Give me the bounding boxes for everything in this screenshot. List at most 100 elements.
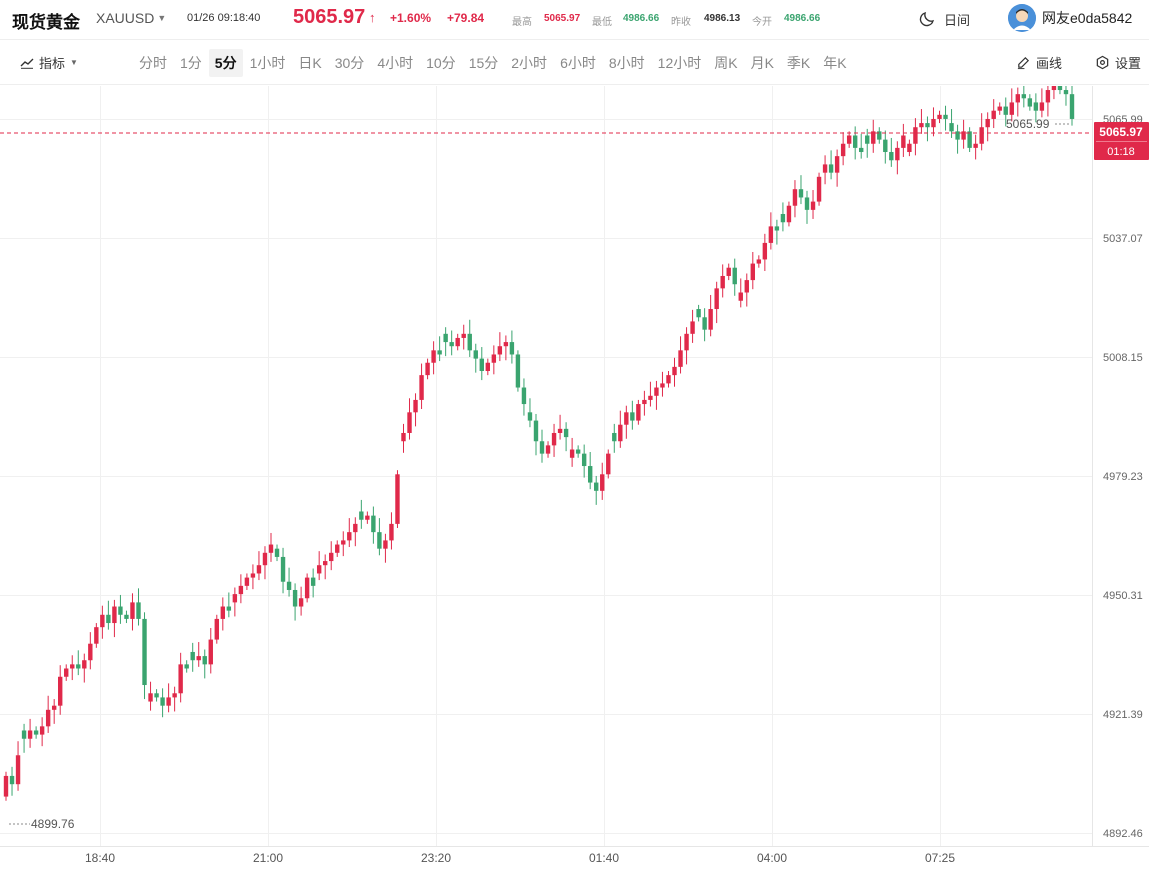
period-tab[interactable]: 6小时 bbox=[560, 55, 596, 71]
candle-body bbox=[1027, 98, 1033, 107]
candle-body bbox=[431, 350, 436, 363]
candle-body bbox=[907, 143, 912, 153]
pen-icon bbox=[1017, 56, 1030, 70]
candle-body bbox=[491, 354, 497, 363]
candle-body bbox=[539, 441, 545, 454]
stat-label-high: 最高 bbox=[512, 17, 532, 28]
candle-body bbox=[636, 404, 641, 421]
candle-body bbox=[310, 577, 316, 586]
high-marker-label: 5065.99 bbox=[1006, 117, 1050, 131]
theme-label: 日间 bbox=[944, 12, 971, 28]
stat-value-high: 5065.97 bbox=[544, 13, 581, 24]
candle-body bbox=[949, 123, 954, 132]
candle-body bbox=[792, 189, 798, 206]
candle-body bbox=[816, 176, 822, 202]
candlestick-chart[interactable]: 5065.99 5037.07 5008.15 4979.23 4950.31 4921.… bbox=[0, 86, 1149, 870]
candle-body bbox=[871, 131, 876, 144]
symbol-selector[interactable]: XAUUSD ▼ bbox=[96, 10, 166, 26]
x-axis-tick-label: 01:40 bbox=[589, 851, 619, 865]
quote-datetime: 01/26 09:18:40 bbox=[187, 12, 261, 24]
candle-body bbox=[503, 342, 509, 347]
candle-body bbox=[329, 552, 334, 562]
candle-body bbox=[973, 143, 978, 148]
candle-body bbox=[166, 697, 171, 706]
candle-body bbox=[124, 614, 129, 619]
candle-body bbox=[985, 118, 990, 128]
candle-body bbox=[232, 594, 238, 603]
candle-body bbox=[979, 127, 984, 144]
candle-body bbox=[587, 466, 593, 483]
symbol-label: XAUUSD bbox=[96, 10, 155, 26]
candle-body bbox=[262, 552, 268, 566]
candle-body bbox=[226, 606, 232, 611]
stat-value-low: 4986.66 bbox=[623, 13, 660, 24]
candle-body bbox=[889, 152, 894, 161]
period-tab[interactable]: 30分 bbox=[334, 55, 365, 71]
y-axis-tick-label: 4950.31 bbox=[1103, 590, 1143, 602]
period-tab[interactable]: 15分 bbox=[468, 55, 499, 71]
candle-body bbox=[485, 362, 491, 372]
period-tab[interactable]: 1分 bbox=[180, 55, 202, 71]
period-tab[interactable]: 2小时 bbox=[511, 55, 548, 71]
candle-body bbox=[967, 131, 972, 148]
candle-body bbox=[377, 532, 382, 549]
period-tab[interactable]: 12小时 bbox=[657, 55, 702, 71]
period-tab[interactable]: 10分 bbox=[426, 55, 456, 71]
candle-body bbox=[672, 366, 677, 376]
candle-body bbox=[931, 118, 936, 128]
candle-body bbox=[551, 432, 557, 446]
candle-body bbox=[696, 309, 701, 318]
candle-body bbox=[461, 333, 466, 338]
change-percent: +1.60% bbox=[390, 11, 432, 25]
candle-body bbox=[997, 106, 1002, 111]
stat-label-prevclose: 昨收 bbox=[671, 17, 691, 28]
candle-body bbox=[479, 358, 484, 372]
period-tab[interactable]: 日K bbox=[298, 55, 322, 71]
period-tab[interactable]: 月K bbox=[750, 55, 774, 71]
candle-body bbox=[148, 693, 153, 702]
candle-body bbox=[178, 664, 183, 694]
current-price-tag-label: 5065.97 bbox=[1099, 125, 1143, 139]
candle-body bbox=[1057, 86, 1063, 91]
candle-body bbox=[407, 412, 412, 433]
candle-body bbox=[27, 730, 33, 739]
period-tabs: 分时 1分 5分 1小时 日K 30分 4小时 10分 15分 2小时 6小时 8小时 12小时 周K 月K… bbox=[133, 49, 854, 77]
indicator-button[interactable]: 指标 ▼ bbox=[20, 53, 78, 72]
candle-body bbox=[1069, 94, 1075, 119]
candle-body bbox=[702, 317, 707, 330]
candle-body bbox=[1003, 106, 1008, 115]
period-tab[interactable]: 1小时 bbox=[249, 55, 286, 71]
candle-body bbox=[1033, 102, 1039, 111]
candle-body bbox=[901, 135, 906, 148]
candle-body bbox=[268, 544, 274, 553]
candle-body bbox=[172, 693, 177, 698]
candle-body bbox=[449, 342, 454, 347]
candle-body bbox=[744, 280, 749, 293]
period-tab[interactable]: 5分 bbox=[208, 49, 243, 77]
candle-body bbox=[359, 511, 364, 520]
avatar bbox=[1008, 4, 1036, 32]
countdown-label: 01:18 bbox=[1107, 146, 1135, 158]
candle-body bbox=[756, 259, 762, 264]
last-price: 5065.97 bbox=[293, 6, 366, 28]
candle-body bbox=[208, 639, 213, 665]
period-tab[interactable]: 周K bbox=[714, 55, 738, 71]
candle-body bbox=[786, 205, 792, 223]
settings-button[interactable]: 设置 bbox=[1095, 53, 1141, 72]
period-tab[interactable]: 4小时 bbox=[377, 55, 414, 71]
candle-body bbox=[341, 540, 346, 545]
user-menu[interactable]: 网友e0da5842 bbox=[1008, 4, 1132, 32]
candle-body bbox=[828, 164, 834, 173]
candle-body bbox=[612, 432, 617, 442]
candle-body bbox=[184, 664, 189, 669]
draw-line-button[interactable]: 画线 bbox=[1016, 53, 1062, 72]
x-axis-tick-label: 23:20 bbox=[421, 851, 451, 865]
period-tab[interactable]: 年K bbox=[823, 55, 847, 71]
period-tab[interactable]: 8小时 bbox=[608, 55, 645, 71]
period-tab[interactable]: 季K bbox=[786, 55, 811, 71]
candle-body bbox=[991, 110, 996, 119]
theme-toggle[interactable]: 日间 bbox=[918, 8, 970, 30]
candle-body bbox=[1021, 94, 1027, 99]
candle-body bbox=[581, 453, 587, 467]
period-tab[interactable]: 分时 bbox=[139, 55, 167, 71]
